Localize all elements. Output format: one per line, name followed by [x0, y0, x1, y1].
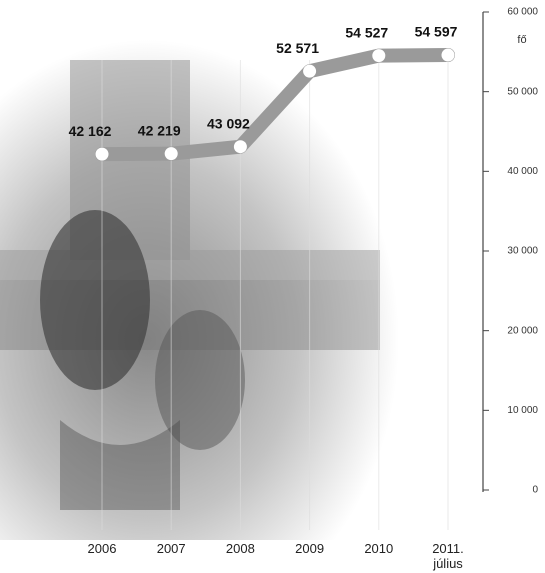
photo-background	[0, 40, 420, 540]
unit-label: fő	[517, 34, 526, 46]
y-tick-label: 20 000	[507, 325, 538, 336]
y-tick-label: 10 000	[507, 405, 538, 416]
x-tick-label: 2008	[225, 541, 255, 556]
data-label: 42 162	[69, 123, 112, 139]
data-point	[441, 48, 455, 62]
data-point	[372, 49, 386, 63]
y-tick-label: 40 000	[507, 166, 538, 177]
data-point	[95, 147, 109, 161]
data-label: 52 571	[276, 40, 319, 56]
y-tick-label: 60 000	[507, 7, 538, 18]
data-label: 42 219	[138, 122, 181, 138]
data-label: 54 527	[345, 24, 388, 40]
y-tick-label: 30 000	[507, 246, 538, 257]
data-label: 43 092	[207, 115, 250, 131]
x-tick-label: 2006	[87, 541, 117, 556]
data-point	[303, 64, 317, 78]
x-tick-label: 2011. július	[432, 541, 464, 571]
data-line	[95, 48, 455, 162]
data-point	[233, 140, 247, 154]
y-tick-label: 50 000	[507, 86, 538, 97]
data-label: 54 597	[415, 24, 458, 40]
x-tick-label: 2009	[295, 541, 325, 556]
x-tick-label: 2007	[156, 541, 186, 556]
x-tick-label: 2010	[364, 541, 394, 556]
y-tick-label: 0	[532, 485, 538, 496]
data-point	[164, 147, 178, 161]
